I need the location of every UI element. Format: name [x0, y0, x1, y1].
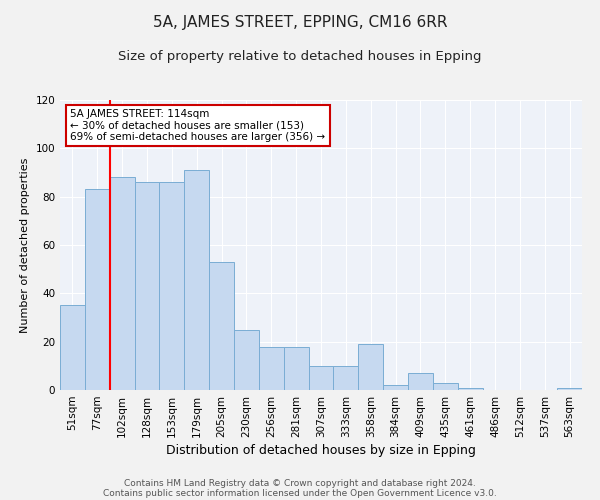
Bar	[557, 388, 582, 390]
Bar	[160, 182, 184, 390]
Text: Size of property relative to detached houses in Epping: Size of property relative to detached ho…	[118, 50, 482, 63]
Bar	[408, 373, 433, 390]
Bar	[134, 182, 160, 390]
Bar	[334, 366, 358, 390]
Bar	[60, 306, 85, 390]
Bar	[308, 366, 334, 390]
Bar	[209, 262, 234, 390]
Bar	[234, 330, 259, 390]
Text: 5A, JAMES STREET, EPPING, CM16 6RR: 5A, JAMES STREET, EPPING, CM16 6RR	[153, 15, 447, 30]
Bar	[458, 388, 482, 390]
Text: Contains HM Land Registry data © Crown copyright and database right 2024.: Contains HM Land Registry data © Crown c…	[124, 478, 476, 488]
Bar	[284, 346, 308, 390]
Bar	[85, 190, 110, 390]
Text: Contains public sector information licensed under the Open Government Licence v3: Contains public sector information licen…	[103, 488, 497, 498]
X-axis label: Distribution of detached houses by size in Epping: Distribution of detached houses by size …	[166, 444, 476, 457]
Y-axis label: Number of detached properties: Number of detached properties	[20, 158, 30, 332]
Text: 5A JAMES STREET: 114sqm
← 30% of detached houses are smaller (153)
69% of semi-d: 5A JAMES STREET: 114sqm ← 30% of detache…	[70, 108, 326, 142]
Bar	[259, 346, 284, 390]
Bar	[110, 178, 134, 390]
Bar	[184, 170, 209, 390]
Bar	[358, 344, 383, 390]
Bar	[433, 383, 458, 390]
Bar	[383, 385, 408, 390]
